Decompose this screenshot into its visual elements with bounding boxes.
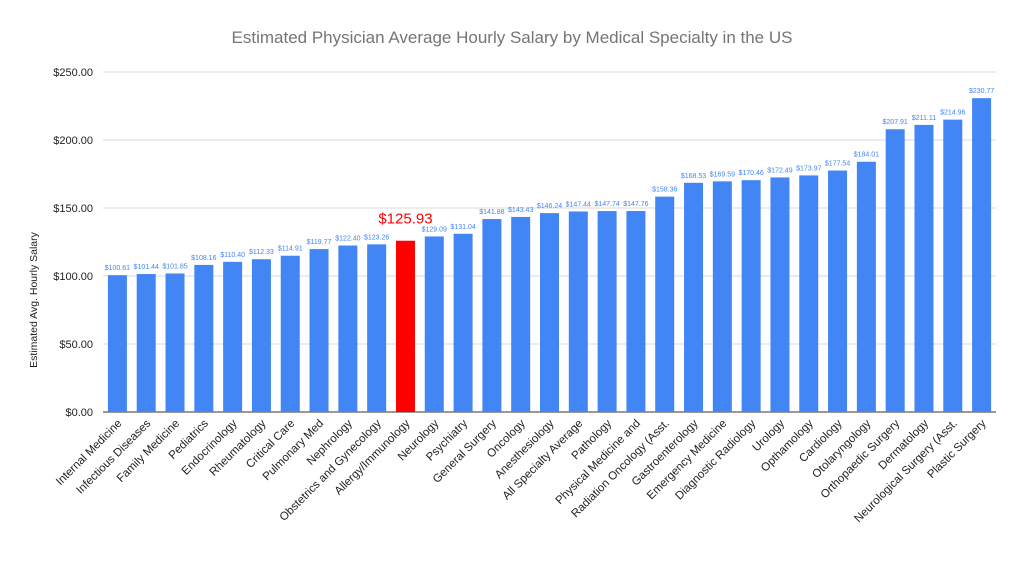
data-labels: $100.61 $101.44 $101.85 $108.16 $110.40 $112.… (105, 88, 995, 272)
data-label: $143.43 (508, 207, 533, 214)
bar-family-medicine (165, 273, 185, 412)
data-label: $131.04 (450, 224, 475, 231)
bar-orthopaedic-surgery (885, 129, 905, 412)
data-label: $214.96 (940, 110, 965, 117)
data-label: $177.54 (825, 161, 850, 168)
bar-endocrinology (223, 261, 243, 412)
data-label: $147.76 (623, 201, 648, 208)
data-label: $173.97 (796, 165, 821, 172)
y-tick-label: $100.00 (53, 271, 93, 283)
data-label: $129.09 (422, 226, 447, 233)
data-label: $147.74 (594, 201, 619, 208)
chart-title: Estimated Physician Average Hourly Salar… (231, 28, 793, 47)
data-label: $108.16 (191, 255, 216, 262)
data-label: $114.91 (278, 246, 303, 253)
data-label: $158.36 (652, 187, 677, 194)
y-tick-label: $250.00 (53, 67, 93, 79)
bar-pediatrics (194, 264, 214, 412)
bar-neurological-surgery-asst (943, 119, 963, 412)
data-label: $112.33 (249, 249, 274, 256)
bar-opthamology (799, 175, 819, 412)
data-label: $101.44 (134, 264, 159, 271)
data-label: $172.49 (767, 167, 792, 174)
y-axis-ticks: $0.00 $50.00 $100.00 $150.00 $200.00 $250.00 (53, 67, 93, 419)
data-label: $211.11 (912, 115, 936, 122)
bar-physical-medicine-and (626, 211, 646, 412)
bar-neurology (424, 236, 444, 412)
bar-allergy-immunology (395, 240, 415, 412)
data-label: $101.85 (162, 263, 187, 270)
data-label: $125.93 (378, 211, 432, 228)
bar-nephrology (338, 245, 358, 412)
y-tick-label: $200.00 (53, 135, 93, 147)
bar-rheumatology (251, 259, 271, 412)
bar-general-surgery (482, 219, 502, 412)
data-label: $122.40 (335, 236, 360, 243)
bar-emergency-medicine (712, 181, 732, 412)
data-label: $168.53 (681, 173, 706, 180)
data-label: $110.40 (220, 252, 245, 259)
data-label: $100.61 (105, 265, 130, 272)
bars (107, 98, 992, 412)
y-tick-label: $150.00 (53, 203, 93, 215)
data-label: $170.46 (738, 170, 763, 177)
bar-plastic-surgery (972, 98, 992, 412)
data-label: $141.88 (479, 209, 504, 216)
data-label: $119.77 (307, 239, 332, 246)
data-label: $123.26 (364, 234, 389, 241)
bar-all-specialty-average (568, 211, 588, 412)
bar-critical-care (280, 255, 300, 412)
y-tick-label: $50.00 (59, 339, 93, 351)
data-label: $169.59 (710, 171, 735, 178)
data-label: $230.77 (969, 88, 994, 95)
bar-cardiology (828, 170, 848, 412)
bar-anesthesiology (540, 213, 559, 412)
data-label: $184.01 (854, 152, 879, 159)
bar-diagnostic-radiology (741, 180, 761, 412)
bar-pulmonary-med (309, 249, 329, 412)
bar-dermatology (914, 124, 934, 412)
bar-internal-medicine (107, 275, 127, 412)
bar-pathology (597, 211, 617, 412)
bar-oncology (511, 216, 531, 412)
y-axis-title: Estimated Avg. Hourly Salary (28, 231, 40, 368)
bar-urology (770, 177, 790, 412)
data-label: $207.91 (883, 119, 908, 126)
bar-obstetrics-and-gynecology (367, 244, 387, 412)
bar-psychiatry (453, 233, 473, 412)
y-tick-label: $0.00 (65, 407, 93, 419)
bar-radiation-oncology-asst (655, 196, 675, 412)
data-label: $147.44 (566, 201, 591, 208)
data-label: $146.24 (537, 203, 562, 210)
bar-otolaryngology (856, 161, 876, 412)
bar-gastroenterology (684, 182, 704, 412)
bar-infectious-diseases (136, 274, 156, 412)
